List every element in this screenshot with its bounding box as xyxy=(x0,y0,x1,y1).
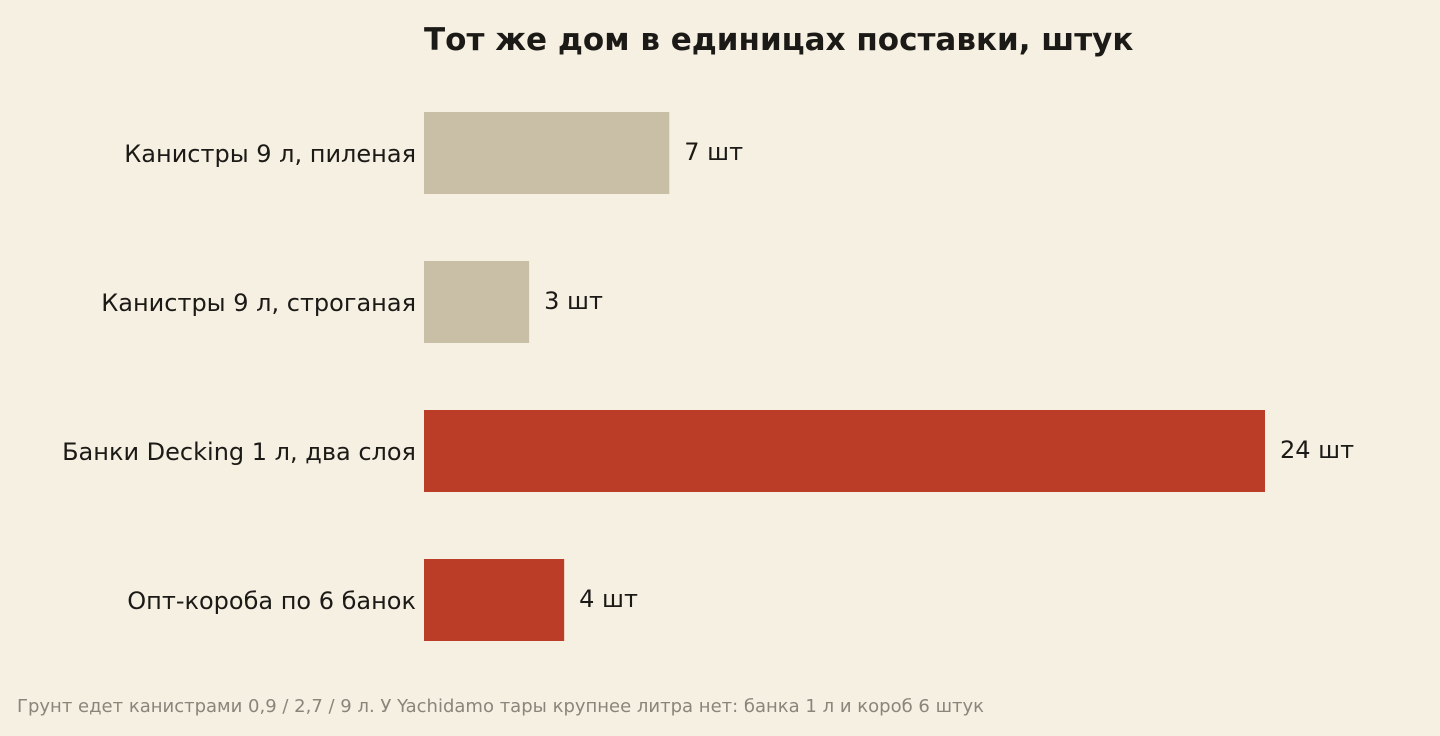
category-label-4: Опт-короба по 6 банок xyxy=(127,587,416,615)
bar-2 xyxy=(424,261,530,343)
value-label-4: 4 шт xyxy=(579,585,638,613)
category-label-2: Канистры 9 л, строганая xyxy=(101,289,416,317)
category-label-1: Канистры 9 л, пиленая xyxy=(124,140,416,168)
value-label-3: 24 шт xyxy=(1280,436,1354,464)
bars-group: Канистры 9 л, пиленая 7 шт Канистры 9 л, с… xyxy=(62,112,1354,641)
bar-3 xyxy=(424,410,1265,492)
value-label-2: 3 шт xyxy=(544,287,603,315)
chart-title: Тот же дом в единицах поставки, штук xyxy=(424,22,1133,58)
bar-4 xyxy=(424,559,565,641)
bar-1 xyxy=(424,112,670,194)
value-label-1: 7 шт xyxy=(684,138,743,166)
category-label-3: Банки Decking 1 л, два слоя xyxy=(62,438,416,466)
footnote: Грунт едет канистрами 0,9 / 2,7 / 9 л. У… xyxy=(17,696,985,717)
